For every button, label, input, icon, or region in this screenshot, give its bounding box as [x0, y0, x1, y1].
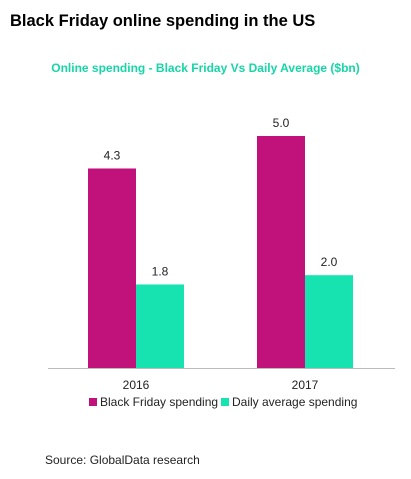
data-label: 5.0 [273, 116, 290, 130]
chart-subtitle: Online spending - Black Friday Vs Daily … [51, 61, 360, 75]
bar [136, 284, 184, 368]
bar [257, 136, 305, 368]
source-note: Source: GlobalData research [45, 453, 200, 467]
legend-label: Daily average spending [232, 395, 357, 409]
legend-label: Black Friday spending [100, 395, 218, 409]
x-tick-label: 2017 [292, 378, 319, 392]
legend-swatch [89, 398, 97, 406]
chart-title: Black Friday online spending in the US [10, 12, 316, 30]
data-label: 2.0 [321, 255, 338, 269]
data-label: 4.3 [104, 148, 121, 162]
data-label: 1.8 [152, 264, 169, 278]
bar [305, 275, 353, 368]
legend-swatch [221, 398, 229, 406]
x-tick-label: 2016 [123, 378, 150, 392]
bar [88, 168, 136, 368]
